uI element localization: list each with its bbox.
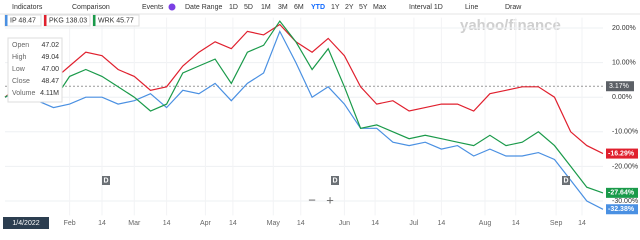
- tooltip-key: Open: [12, 42, 29, 49]
- zoom-out[interactable]: −: [308, 192, 316, 207]
- legend-entry: IP 48.47: [10, 17, 36, 24]
- dividend-marker[interactable]: [102, 176, 110, 185]
- range-button[interactable]: Max: [373, 4, 387, 11]
- chart-page: Indicators Comparison Events Date Range 1D 5D…: [0, 0, 640, 234]
- logo: yahoo/finance: [460, 17, 561, 34]
- dividend-label: D: [103, 177, 108, 184]
- x-tick-label: 14: [512, 220, 520, 227]
- tooltip-key: High: [12, 54, 27, 61]
- dividend-marker[interactable]: [562, 176, 570, 185]
- y-tick-label: -30.00%: [612, 198, 638, 205]
- tooltip-key: Low: [12, 66, 26, 73]
- y-tick-label: -10.00%: [612, 129, 638, 136]
- x-tick-label: 14: [371, 220, 379, 227]
- dividend-label: D: [332, 177, 337, 184]
- y-tick-label: 0.00%: [612, 94, 632, 101]
- end-label-box: [606, 187, 638, 198]
- x-tick-label: Aug: [479, 220, 492, 227]
- range-button[interactable]: 5Y: [359, 4, 368, 11]
- x-tick-label: Jun: [339, 220, 350, 227]
- range-button[interactable]: 6M: [294, 4, 304, 11]
- tooltip-value: 47.02: [41, 42, 59, 49]
- date-box: [3, 217, 49, 229]
- x-tick-label: Sep: [550, 220, 563, 227]
- end-label: -27.64%: [608, 190, 635, 197]
- toolbar-item[interactable]: Date Range: [185, 4, 222, 11]
- background: [0, 0, 640, 234]
- zoom-in[interactable]: +: [326, 192, 334, 207]
- x-tick-label: 14: [229, 220, 237, 227]
- range-button[interactable]: 1D: [229, 4, 238, 11]
- toolbar-item[interactable]: Events: [142, 4, 164, 11]
- end-label-box: [606, 148, 638, 159]
- x-tick-label: May: [267, 220, 281, 227]
- x-tick-label: 14: [163, 220, 171, 227]
- toolbar-item[interactable]: Comparison: [72, 4, 110, 11]
- end-label: -32.38%: [608, 206, 635, 213]
- legend-entry: PKG 138.03: [49, 17, 87, 24]
- tooltip-key: Volume: [12, 90, 35, 97]
- end-label: -16.29%: [608, 150, 635, 157]
- range-button[interactable]: 2Y: [345, 4, 354, 11]
- series-line: [4, 23, 604, 155]
- draw-button[interactable]: Draw: [505, 4, 522, 11]
- range-button[interactable]: 5D: [244, 4, 253, 11]
- tooltip-value: 47.00: [41, 66, 59, 73]
- range-button[interactable]: YTD: [311, 4, 325, 11]
- interval-button[interactable]: Interval 1D: [409, 4, 443, 11]
- range-button[interactable]: 1Y: [331, 4, 340, 11]
- date-label: 1/4/2022: [12, 220, 39, 227]
- x-tick-label: 14: [98, 220, 106, 227]
- x-tick-label: 14: [437, 220, 445, 227]
- dividend-label: D: [563, 177, 568, 184]
- dividend-marker[interactable]: [331, 176, 339, 185]
- x-tick-label: 14: [297, 220, 305, 227]
- tooltip-key: Close: [12, 78, 30, 85]
- line-button[interactable]: Line: [465, 4, 478, 11]
- legend-entry: WRK 45.77: [98, 17, 134, 24]
- legend-swatch: [5, 15, 8, 26]
- tooltip-value: 49.04: [41, 54, 59, 61]
- series-line: [4, 29, 604, 210]
- toolbar-item[interactable]: Indicators: [12, 4, 43, 11]
- series-line: [4, 20, 604, 194]
- x-tick-label: 14: [578, 220, 586, 227]
- x-tick-label: Feb: [64, 220, 76, 227]
- y-tick-label: 20.00%: [612, 25, 636, 32]
- events-badge: [168, 3, 176, 11]
- tooltip-value: 4.11M: [40, 90, 59, 97]
- x-tick-label: Apr: [200, 220, 212, 227]
- end-label-box: [606, 204, 638, 215]
- x-tick-label: Mar: [128, 220, 141, 227]
- legend-swatch: [93, 15, 96, 26]
- legend-swatch: [44, 15, 47, 26]
- crosshair-label: 3.17%: [609, 83, 629, 90]
- tooltip-value: 48.47: [41, 78, 59, 85]
- y-tick-label: -20.00%: [612, 163, 638, 170]
- range-button[interactable]: 1M: [261, 4, 271, 11]
- tooltip-box: [7, 37, 63, 103]
- crosshair-box: [606, 81, 634, 92]
- y-tick-label: 10.00%: [612, 59, 636, 66]
- x-tick-label: Jul: [409, 220, 418, 227]
- range-button[interactable]: 3M: [278, 4, 288, 11]
